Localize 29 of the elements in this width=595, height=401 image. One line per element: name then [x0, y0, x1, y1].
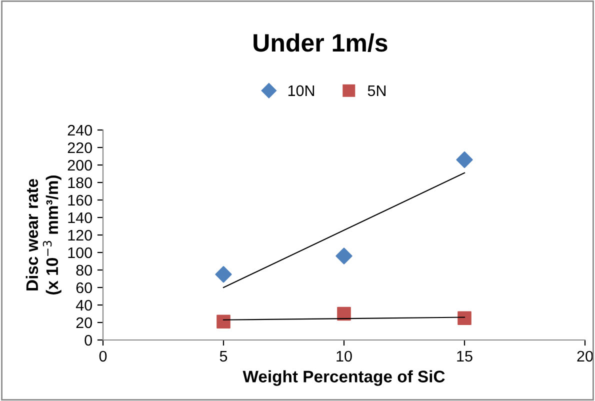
y-tick-label: 160 — [68, 194, 92, 206]
y-tick-label: 40 — [76, 300, 92, 311]
point — [458, 311, 472, 326]
y-tick-label: 80 — [76, 264, 92, 276]
y-tick-label: 240 — [68, 124, 92, 136]
x-axis-title: Weight Percentage of SiC — [242, 370, 445, 386]
y-tick-label: 200 — [68, 160, 92, 171]
point — [336, 248, 352, 264]
y-tick-label: 100 — [68, 247, 92, 258]
y-tick-label: 0 — [84, 334, 92, 346]
point — [456, 151, 473, 168]
x-tick-label: 0 — [99, 350, 107, 362]
point — [337, 306, 351, 321]
y-tick-label: 20 — [76, 317, 92, 328]
point — [215, 266, 232, 283]
legend-label: 5N — [368, 85, 386, 96]
y-axis-title: Disc wear rate (x 10$^{−3}$ mm³/m) — [26, 176, 62, 295]
x-tick-label: 5 — [220, 350, 228, 362]
y-tick-label: 180 — [68, 177, 92, 188]
chart-title: Under 1m/s — [254, 33, 388, 52]
y-tick-label: 220 — [68, 142, 92, 154]
x-tick-label: 20 — [577, 350, 593, 362]
legend-label: 10N — [288, 85, 314, 96]
y-tick-label: 140 — [68, 212, 92, 224]
y-tick-label: 60 — [76, 282, 92, 294]
x-tick-label: 10 — [336, 350, 352, 362]
y-tick-label: 120 — [68, 230, 92, 241]
point — [216, 314, 230, 329]
x-tick-label: 15 — [457, 350, 472, 362]
